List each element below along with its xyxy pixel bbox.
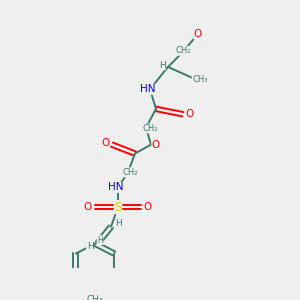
Text: O: O [144,202,152,212]
Text: O: O [101,138,109,148]
Text: H: H [116,219,122,228]
Text: O: O [194,29,202,39]
Text: O: O [186,109,194,119]
Text: HN: HN [108,182,124,192]
Text: CH₂: CH₂ [122,168,138,177]
Text: H: H [87,242,93,251]
Text: O: O [84,202,92,212]
Text: H: H [159,61,165,70]
Text: HN: HN [140,84,156,94]
Text: CH₂: CH₂ [175,46,191,56]
Text: H: H [97,236,103,244]
Text: CH₂: CH₂ [142,124,158,133]
Text: CH₃: CH₃ [192,75,208,84]
Text: S: S [114,201,122,214]
Text: CH₃: CH₃ [87,296,103,300]
Text: O: O [152,140,160,151]
